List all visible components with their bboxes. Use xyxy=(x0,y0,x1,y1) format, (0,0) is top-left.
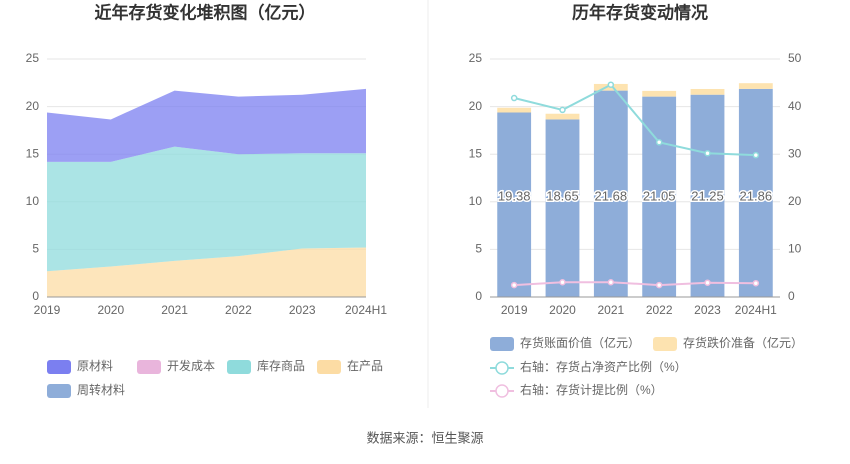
point xyxy=(655,139,663,146)
y-tick-label: 25 xyxy=(469,51,483,65)
value-label: 21.86 xyxy=(740,188,773,203)
bar xyxy=(545,119,580,298)
legend-label: 存货账面价值（亿元） xyxy=(520,335,640,350)
point xyxy=(752,279,760,287)
point xyxy=(752,151,760,159)
chart-title: 近年存货变化堆积图（亿元） xyxy=(95,2,316,22)
x-tick-label: 2020 xyxy=(97,303,124,317)
y-tick-label: 25 xyxy=(26,51,40,65)
line xyxy=(514,281,756,287)
point xyxy=(510,281,518,289)
bar xyxy=(690,94,725,297)
y2-tick-label: 40 xyxy=(788,99,802,113)
legend-swatch xyxy=(47,360,71,374)
area xyxy=(47,88,366,162)
y2-tick-label: 50 xyxy=(788,51,802,65)
y-tick-label: 5 xyxy=(32,242,39,256)
y-tick-label: 20 xyxy=(26,99,40,113)
y-tick-label: 10 xyxy=(469,194,483,208)
point xyxy=(704,149,711,157)
y2-tick-label: 30 xyxy=(788,146,802,160)
x-tick-label: 2019 xyxy=(34,303,61,317)
legend-swatch xyxy=(47,384,71,398)
x-tick-label: 2023 xyxy=(289,303,316,317)
bar xyxy=(690,88,725,95)
area xyxy=(47,247,366,297)
y2-tick-label: 20 xyxy=(788,194,802,208)
x-tick-label: 2022 xyxy=(225,303,252,317)
bar xyxy=(593,90,628,297)
value-label: 18.65 xyxy=(546,188,579,203)
y-tick-label: 10 xyxy=(26,194,40,208)
x-tick-label: 2021 xyxy=(161,303,188,317)
value-label: 21.05 xyxy=(643,188,676,203)
legend-swatch xyxy=(495,361,509,375)
value-label: 19.38 xyxy=(498,188,531,203)
point xyxy=(559,278,566,286)
y-tick-label: 20 xyxy=(469,99,483,113)
legend-label: 右轴：存货计提比例（%） xyxy=(520,382,663,397)
area xyxy=(47,146,366,272)
y-tick-label: 15 xyxy=(26,146,40,160)
legend-swatch xyxy=(495,384,509,398)
value-label: 21.68 xyxy=(595,188,628,203)
legend-label: 周转材料 xyxy=(77,382,125,397)
chart-title: 历年存货变动情况 xyxy=(572,2,708,22)
legend-label: 在产品 xyxy=(347,359,383,373)
point xyxy=(607,278,615,286)
y2-tick-label: 0 xyxy=(788,289,795,303)
point xyxy=(510,94,518,102)
legend-swatch xyxy=(653,337,677,351)
bar xyxy=(642,90,677,97)
value-label: 21.25 xyxy=(691,188,724,203)
y-tick-label: 0 xyxy=(475,289,482,303)
legend-label: 存货跌价准备（亿元） xyxy=(683,335,803,350)
line xyxy=(513,83,756,157)
legend-label: 库存商品 xyxy=(257,358,305,373)
bar xyxy=(497,107,532,113)
x-tick-label: 2023 xyxy=(694,303,721,317)
x-tick-label: 2019 xyxy=(501,303,528,317)
y-tick-label: 5 xyxy=(475,242,482,256)
y-tick-label: 15 xyxy=(469,146,483,160)
legend-swatch xyxy=(227,360,251,374)
y2-tick-label: 10 xyxy=(788,242,802,256)
bar xyxy=(738,88,773,298)
x-tick-label: 2021 xyxy=(597,303,624,317)
point xyxy=(559,106,566,114)
legend-label: 右轴：存货占净资产比例（%） xyxy=(520,359,687,374)
y-tick-label: 0 xyxy=(32,289,39,303)
source: 数据来源：恒生聚源 xyxy=(366,430,483,445)
legend-swatch xyxy=(490,337,514,351)
legend-label: 开发成本 xyxy=(167,358,215,373)
point xyxy=(655,281,663,289)
legend-label: 原材料 xyxy=(77,359,113,373)
point xyxy=(704,279,711,286)
x-tick-label: 2022 xyxy=(646,303,673,317)
bar xyxy=(738,83,773,89)
legend-swatch xyxy=(137,360,161,374)
bar xyxy=(497,112,532,297)
bar xyxy=(545,113,580,120)
point xyxy=(607,81,615,88)
x-tick-label: 2020 xyxy=(549,303,576,317)
x-tick-label: 2024H1 xyxy=(735,303,777,317)
legend-swatch xyxy=(317,360,341,374)
x-tick-label: 2024H1 xyxy=(345,303,387,317)
